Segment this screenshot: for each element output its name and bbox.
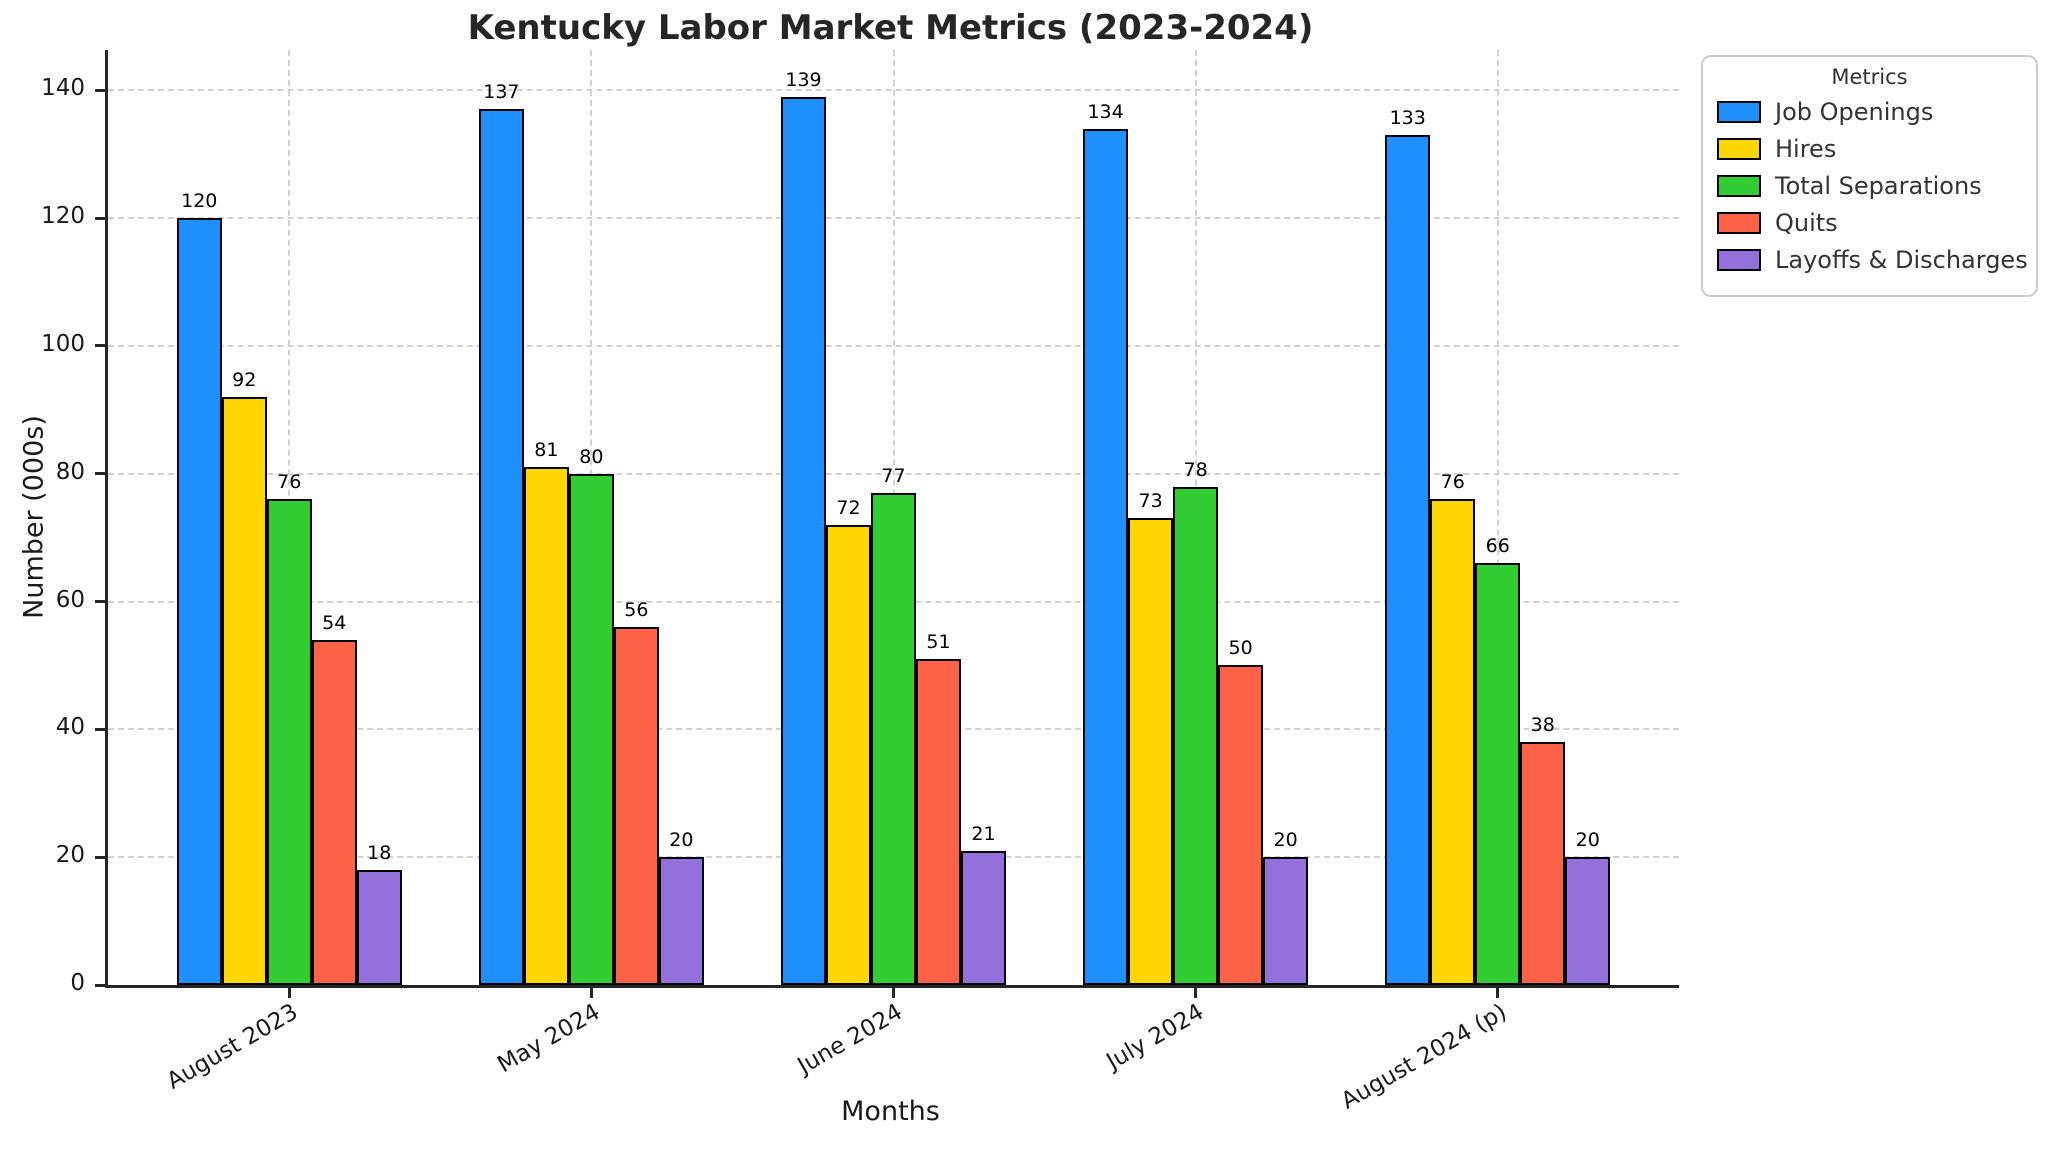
bar-value-label: 133 [1389,107,1426,129]
bar-value-label: 73 [1138,490,1163,513]
bar-value-label: 54 [322,611,347,634]
bar-hires [1430,499,1476,985]
bar-hires [1128,518,1174,985]
bar-value-label: 50 [1228,637,1253,660]
legend-label: Layoffs & Discharges [1775,246,2028,274]
y-axis-tick [95,88,105,92]
x-axis-tick [589,988,593,998]
legend: Metrics Job Openings Hires Total Separatio… [1701,55,2038,297]
bar-value-label: 134 [1087,100,1124,123]
y-tick-label: 80 [55,458,85,485]
bar-value-label: 20 [1273,829,1298,852]
legend-items: Job Openings Hires Total Separations Quits L… [1715,98,2028,274]
y-tick-label: 140 [41,75,85,102]
bar-value-label: 18 [367,841,392,864]
bar-value-label: 38 [1530,714,1555,737]
y-axis-tick [95,727,105,731]
legend-label: Hires [1775,135,1837,163]
y-tick-label: 20 [55,842,85,869]
bar-hires [221,397,267,985]
bar-value-label: 80 [579,445,604,468]
y-tick-label: 0 [70,970,85,996]
bar-value-label: 20 [1575,829,1600,852]
bar-quits [916,659,961,985]
bar-value-label: 20 [669,829,694,852]
y-axis-tick [95,600,105,604]
bar-layoffs-discharges [658,857,704,985]
gridline-vertical [1496,50,1499,985]
bar-hires [826,524,871,985]
chart-title: Kentucky Labor Market Metrics (2023-2024… [467,8,1314,48]
bar-total-separations [871,492,916,985]
x-tick-label: July 2024 [1102,999,1209,1076]
bar-job-openings [478,109,524,985]
y-tick-label: 120 [41,203,85,230]
x-axis-tick [287,988,291,998]
x-axis-label: Months [841,1096,940,1127]
bar-quits [1520,742,1566,985]
plot-area: 0 20 40 60 80 100 120 140 August 2023 May 2024 Jun… [41,50,1679,1115]
bar-value-label: 21 [971,822,996,845]
bar-value-label: 81 [534,439,559,462]
bar-total-separations [266,499,312,985]
x-axis-tick [1194,988,1198,998]
bar-value-label: 139 [785,68,822,91]
legend-label: Total Separations [1775,172,1982,200]
bar-layoffs-discharges [356,869,402,985]
x-tick-label: June 2024 [793,999,907,1080]
legend-item: Total Separations [1717,172,2024,200]
bar-value-label: 56 [624,599,649,622]
y-tick-label: 40 [55,714,85,741]
bar-value-label: 76 [1440,471,1465,494]
bar-value-label: 77 [881,464,906,487]
bar-layoffs-discharges [1565,857,1611,985]
x-tick-label: May 2024 [493,999,605,1079]
legend-item: Job Openings [1717,98,2024,126]
bar-value-label: 92 [232,369,257,392]
legend-swatch-icon [1717,101,1761,123]
y-axis-tick [95,855,105,859]
bar-total-separations [568,473,614,985]
bar-quits [613,627,659,985]
y-axis-tick [95,216,105,220]
bar-layoffs-discharges [961,850,1006,985]
bar-job-openings [1385,135,1431,985]
bar-value-label: 78 [1183,458,1208,481]
bar-total-separations [1173,486,1219,985]
bar-value-label: 76 [277,471,302,494]
bar-value-label: 66 [1485,535,1510,558]
x-axis-tick [892,988,895,998]
legend-swatch-icon [1717,175,1761,197]
legend-label: Quits [1775,209,1838,237]
y-axis-tick [95,472,105,476]
y-tick-label: 100 [41,330,85,357]
y-tick-label: 60 [55,586,85,613]
bar-job-openings [1083,128,1129,985]
legend-swatch-icon [1717,138,1761,160]
bar-total-separations [1475,563,1521,985]
x-axis-tick [1496,988,1500,998]
legend-swatch-icon [1717,249,1761,271]
bar-job-openings [176,218,222,985]
legend-swatch-icon [1717,212,1761,234]
bar-value-label: 137 [483,81,520,104]
bar-quits [1218,665,1264,985]
legend-item: Hires [1717,135,2024,163]
bar-layoffs-discharges [1263,857,1309,985]
x-tick-label: August 2023 [162,999,303,1095]
bar-job-openings [781,96,826,985]
y-axis-tick [95,344,105,348]
bar-value-label: 72 [836,496,861,519]
bar-quits [311,639,357,985]
legend-item: Quits [1717,209,2024,237]
legend-title: Metrics [1831,65,1908,89]
bar-hires [523,467,569,985]
legend-item: Layoffs & Discharges [1717,246,2028,274]
bar-value-label: 51 [926,631,951,654]
bar-value-label: 120 [181,190,218,213]
y-axis-tick [95,983,105,987]
legend-label: Job Openings [1775,98,1934,126]
